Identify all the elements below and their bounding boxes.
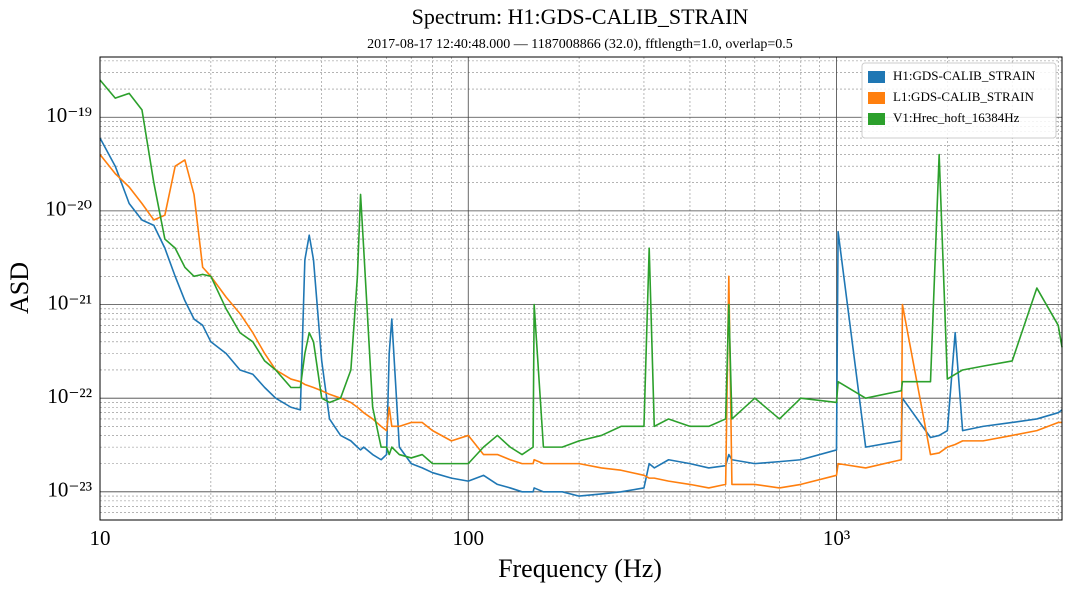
legend-label: V1:Hrec_hoft_16384Hz: [893, 110, 1020, 125]
series-line: [99, 79, 1063, 465]
series-line: [99, 137, 1063, 497]
y-tick-label: 10⁻²⁰: [45, 197, 92, 221]
legend-label: L1:GDS-CALIB_STRAIN: [893, 89, 1034, 104]
plot-lines: [99, 79, 1063, 497]
y-tick-label: 10⁻¹⁹: [46, 103, 92, 127]
legend-swatch: [868, 71, 885, 83]
x-tick-label: 10: [90, 526, 111, 550]
y-tick-label: 10⁻²¹: [47, 290, 92, 314]
y-axis-label: ASD: [5, 262, 34, 314]
chart-title: Spectrum: H1:GDS-CALIB_STRAIN: [412, 4, 749, 29]
legend-label: H1:GDS-CALIB_STRAIN: [893, 68, 1036, 83]
legend-swatch: [868, 113, 885, 125]
x-tick-label: 100: [452, 526, 484, 550]
y-tick-label: 10⁻²³: [47, 478, 92, 502]
legend: H1:GDS-CALIB_STRAIN L1:GDS-CALIB_STRAIN V1…: [861, 62, 1057, 139]
x-axis-label: Frequency (Hz): [498, 554, 662, 583]
legend-box: [861, 62, 1057, 139]
tick-labels: 10 100 10³ 10⁻²³ 10⁻²² 10⁻²¹ 10⁻²⁰ 10⁻¹⁹: [45, 103, 850, 550]
axes-frame: [99, 56, 1063, 521]
legend-swatch: [868, 92, 885, 104]
y-tick-label: 10⁻²²: [47, 384, 92, 408]
chart-subtitle: 2017-08-17 12:40:48.000 — 1187008866 (32…: [367, 37, 793, 52]
x-tick-label: 10³: [823, 526, 850, 550]
series-line: [99, 154, 1062, 489]
